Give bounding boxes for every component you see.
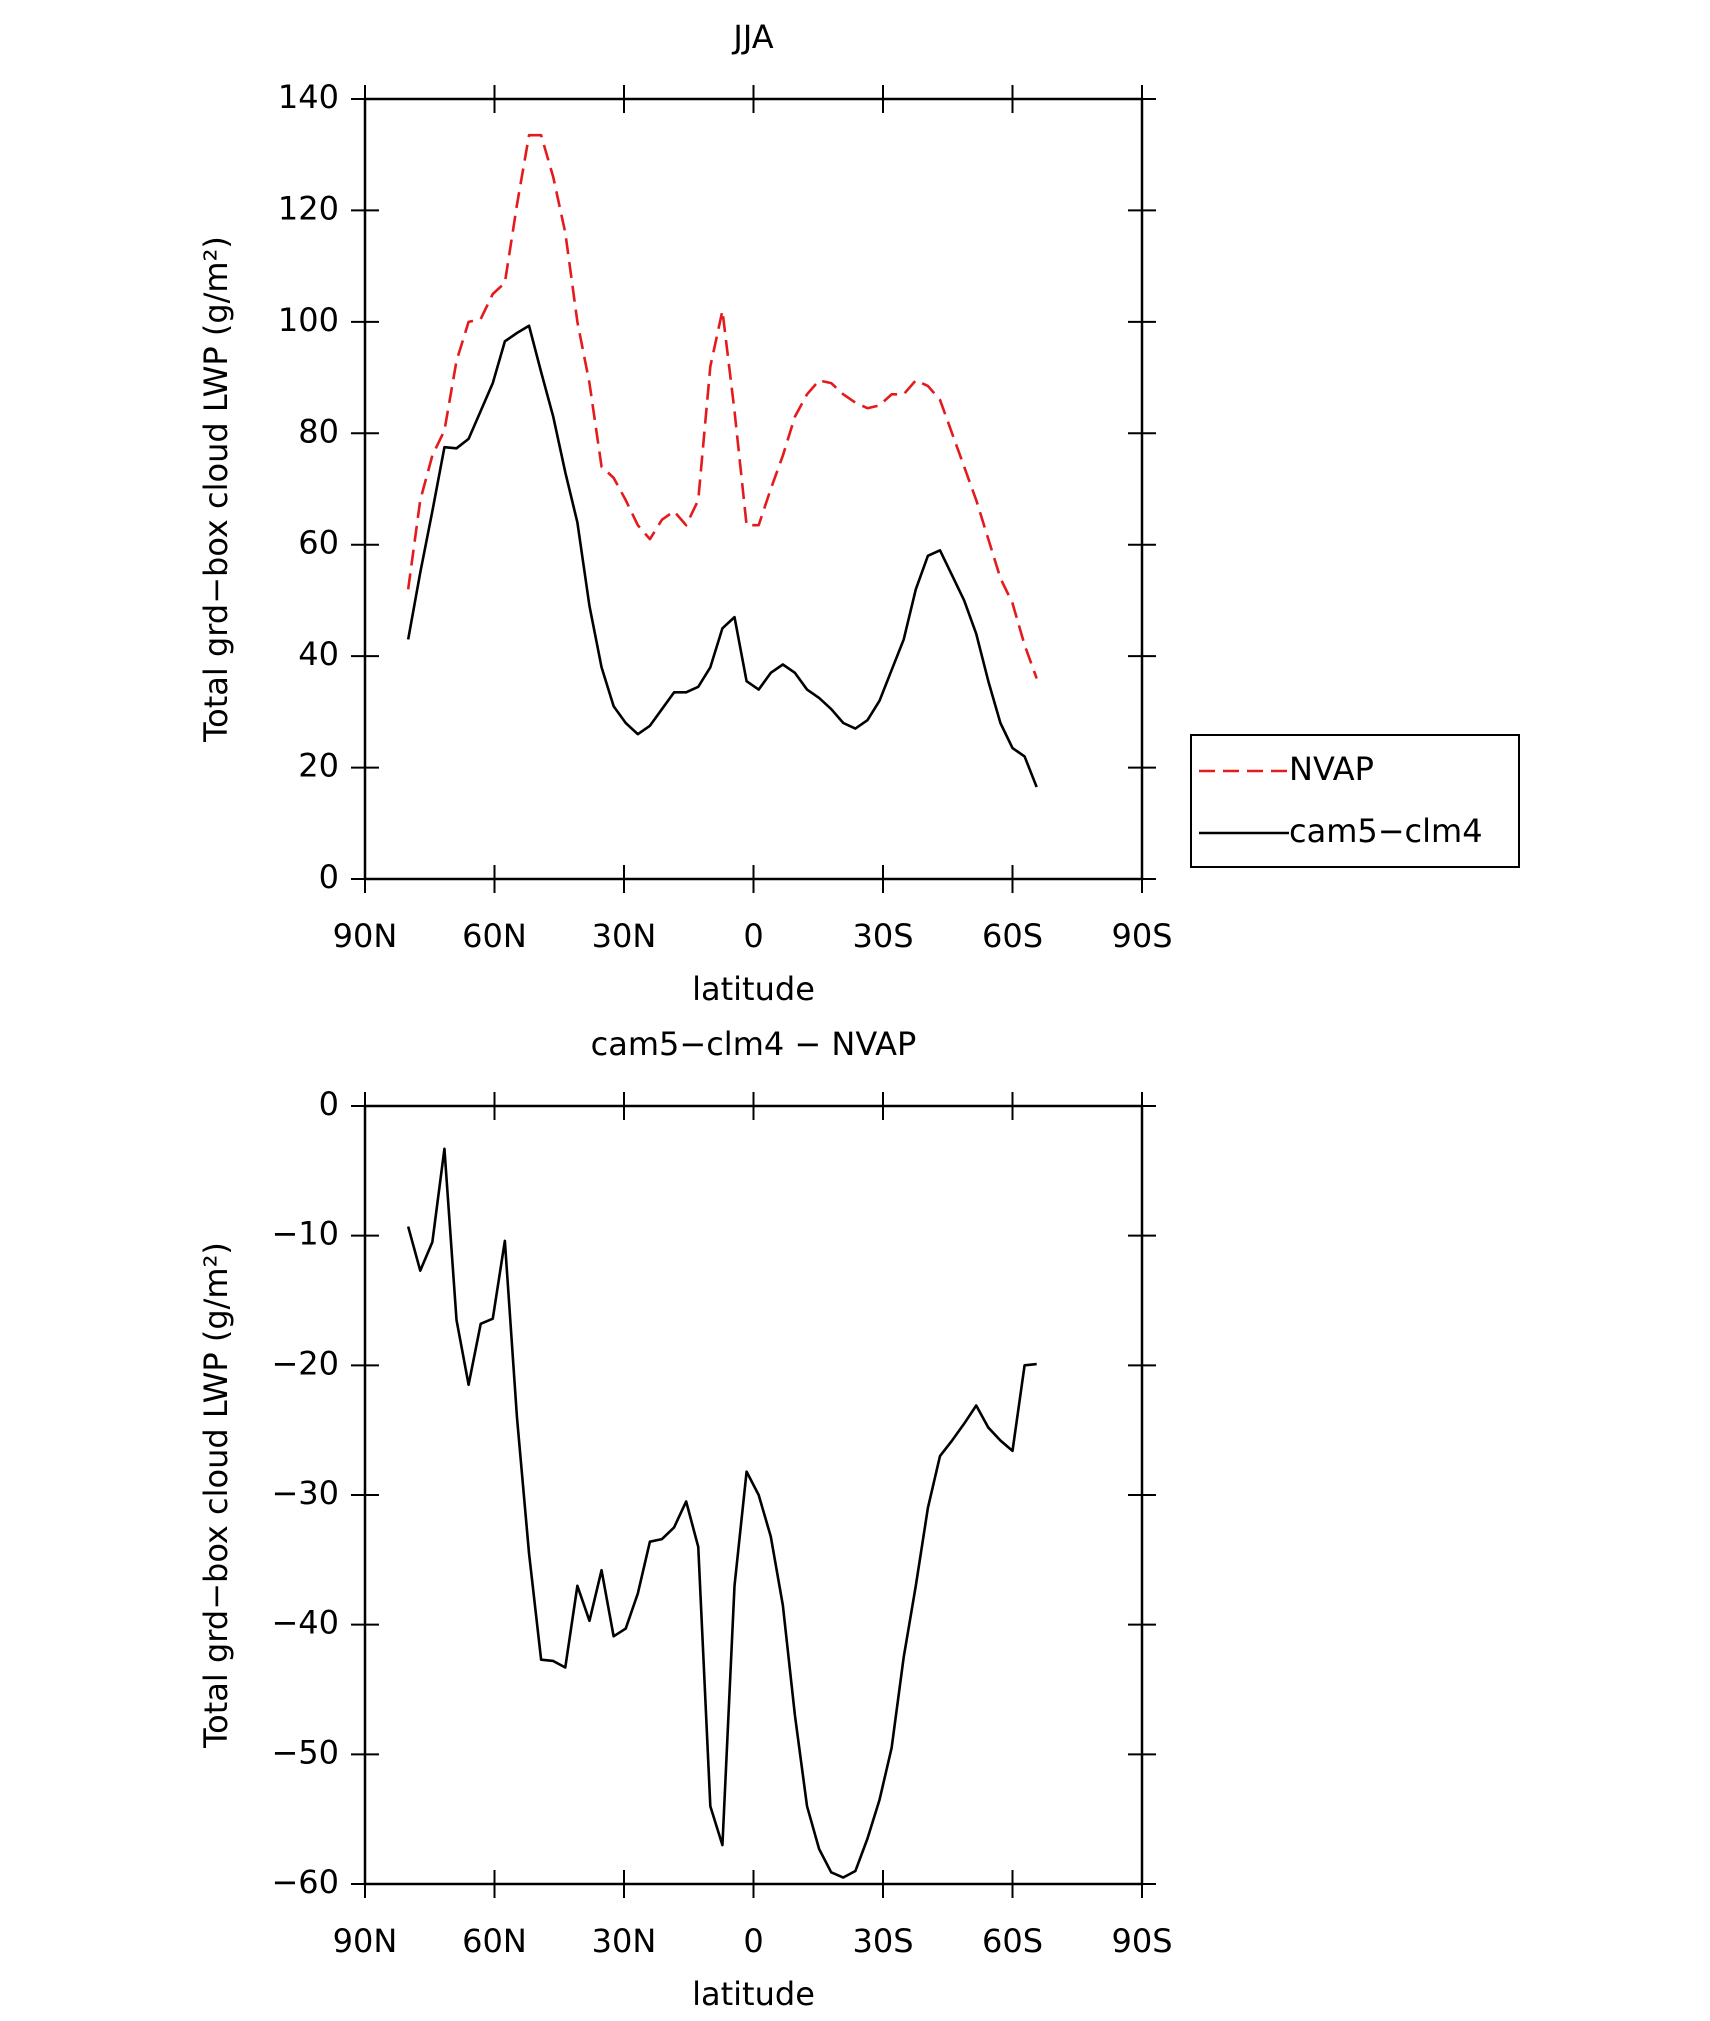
y-tick-label: 0 bbox=[319, 858, 339, 896]
x-tick-label: 0 bbox=[743, 1922, 763, 1960]
x-tick-label: 90S bbox=[1111, 1922, 1172, 1960]
plot-frame bbox=[363, 1104, 1144, 1886]
x-tick-label: 60S bbox=[982, 1922, 1043, 1960]
data-line bbox=[406, 133, 1038, 679]
legend-label: cam5−clm4 bbox=[1289, 812, 1483, 850]
x-axis-label: latitude bbox=[692, 1975, 815, 2013]
y-tick-label: −40 bbox=[271, 1604, 339, 1642]
y-tick-label: 0 bbox=[319, 1085, 339, 1123]
x-tick-label: 30S bbox=[852, 1922, 913, 1960]
y-tick-label: 40 bbox=[298, 635, 339, 673]
x-tick-label: 60S bbox=[982, 917, 1043, 955]
x-tick-label: 90N bbox=[333, 917, 398, 955]
x-axis-label: latitude bbox=[692, 970, 815, 1008]
y-tick-label: −50 bbox=[271, 1733, 339, 1771]
legend-label: NVAP bbox=[1289, 750, 1374, 788]
x-tick-label: 90N bbox=[333, 1922, 398, 1960]
y-tick-label: −60 bbox=[271, 1863, 339, 1901]
x-tick-label: 90S bbox=[1111, 917, 1172, 955]
x-tick-label: 30S bbox=[852, 917, 913, 955]
y-tick-label: −10 bbox=[271, 1215, 339, 1253]
y-tick-label: 60 bbox=[298, 524, 339, 562]
y-tick-label: −30 bbox=[271, 1474, 339, 1512]
y-tick-label: 20 bbox=[298, 747, 339, 785]
x-tick-label: 0 bbox=[743, 917, 763, 955]
y-tick-label: 80 bbox=[298, 412, 339, 450]
x-tick-label: 30N bbox=[592, 917, 657, 955]
y-axis-label: Total grd−box cloud LWP (g/m²) bbox=[197, 236, 235, 743]
y-tick-label: −20 bbox=[271, 1344, 339, 1382]
y-tick-label: 100 bbox=[278, 301, 339, 339]
y-axis-label: Total grd−box cloud LWP (g/m²) bbox=[197, 1242, 235, 1749]
x-tick-label: 30N bbox=[592, 1922, 657, 1960]
chart-title: JJA bbox=[731, 18, 773, 56]
x-tick-label: 60N bbox=[462, 917, 527, 955]
y-tick-label: 140 bbox=[278, 78, 339, 116]
plot-frame bbox=[363, 97, 1144, 881]
data-line bbox=[406, 324, 1038, 788]
data-line bbox=[406, 1147, 1037, 1879]
y-tick-label: 120 bbox=[278, 189, 339, 227]
x-tick-label: 60N bbox=[462, 1922, 527, 1960]
legend-box bbox=[1190, 734, 1520, 868]
chart-title: cam5−clm4 − NVAP bbox=[591, 1025, 917, 1063]
